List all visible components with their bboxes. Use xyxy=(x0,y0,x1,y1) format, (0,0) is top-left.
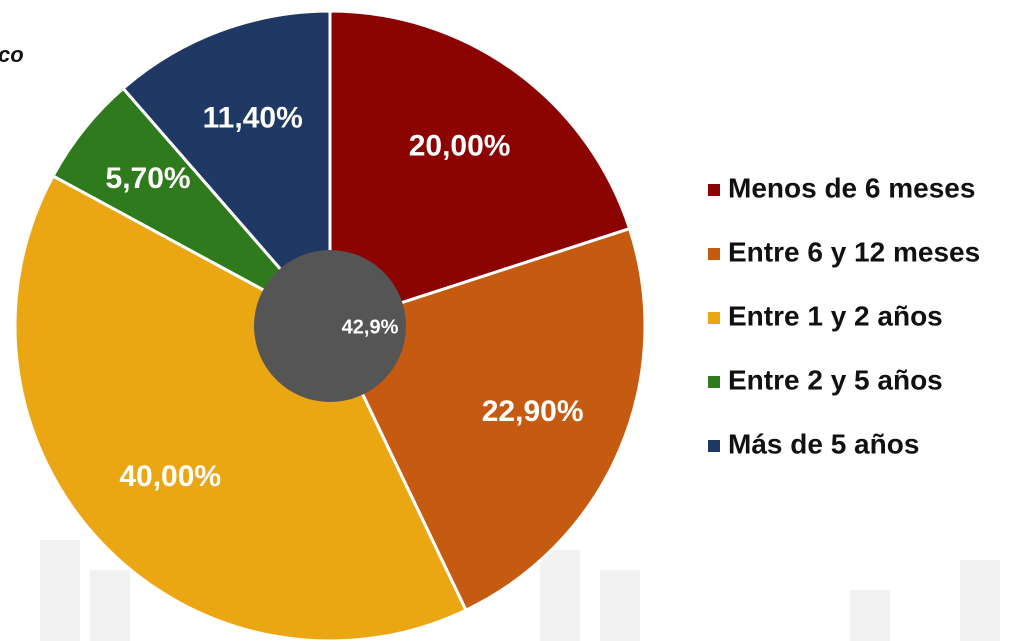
center-label: 42,9% xyxy=(342,316,399,338)
legend-label: Más de 5 años xyxy=(728,428,919,459)
legend-swatch xyxy=(708,248,720,260)
data-label: 22,90% xyxy=(482,395,584,428)
legend-swatch xyxy=(708,184,720,196)
legend-swatch xyxy=(708,376,720,388)
legend-label: Entre 2 y 5 años xyxy=(728,364,943,395)
legend-swatch xyxy=(708,312,720,324)
pie-slice xyxy=(328,9,632,329)
legend-label: Entre 6 y 12 meses xyxy=(728,236,980,267)
data-label: 20,00% xyxy=(409,130,511,163)
legend-label: Entre 1 y 2 años xyxy=(728,300,943,331)
data-label: 5,70% xyxy=(106,162,191,195)
legend-label: Menos de 6 meses xyxy=(728,172,975,203)
center-circle xyxy=(254,250,406,402)
pie-slice xyxy=(13,173,468,641)
legend-swatch xyxy=(708,440,720,452)
data-label: 11,40% xyxy=(203,101,303,134)
chart-title: co xyxy=(0,42,24,67)
pie-slice xyxy=(327,226,647,613)
data-label: 40,00% xyxy=(119,460,221,493)
pie-slice xyxy=(121,9,332,331)
background-decoration xyxy=(40,540,1000,641)
